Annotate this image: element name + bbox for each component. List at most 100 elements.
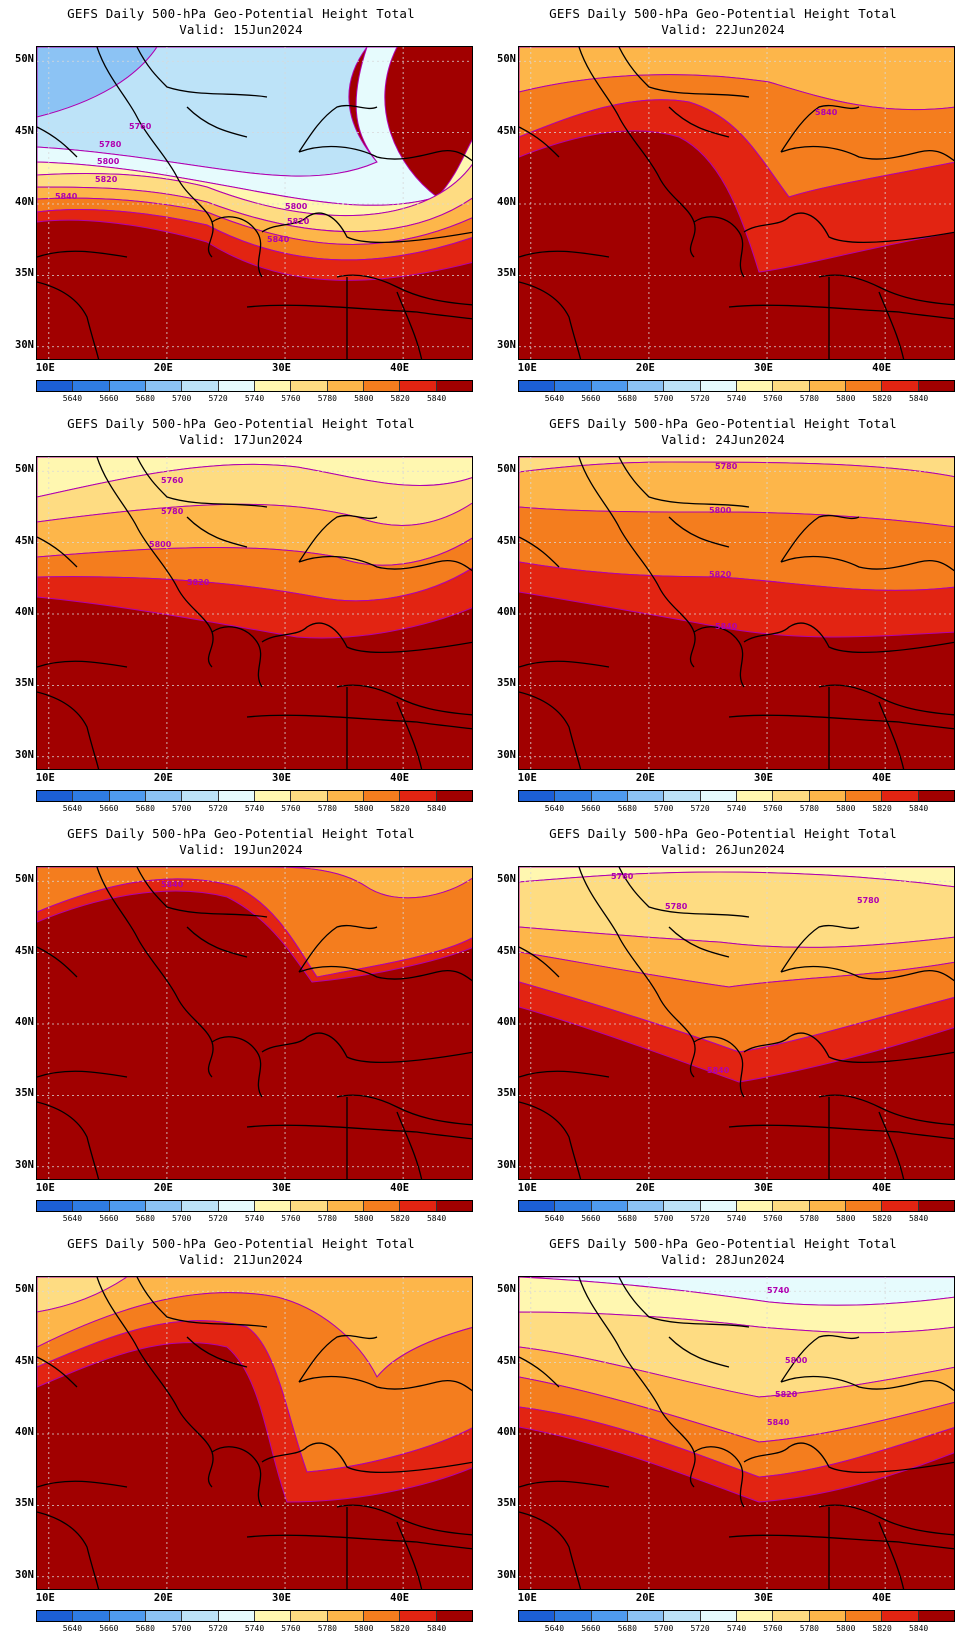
colorbar-label: 5700 [172, 804, 192, 813]
contour-label: 5800 [709, 506, 732, 515]
panel-valid-date: Valid: 15Jun2024 [179, 22, 303, 37]
panel-valid-date: Valid: 26Jun2024 [661, 842, 785, 857]
colorbar-label: 5760 [763, 1214, 783, 1223]
colorbar-swatch [363, 381, 401, 391]
colorbar-label: 5780 [799, 804, 819, 813]
coastline [519, 1356, 560, 1388]
colorbar-swatch [109, 1201, 146, 1211]
map-panel: GEFS Daily 500-hPa Geo-Potential Height … [482, 410, 964, 820]
coastline [728, 714, 954, 730]
coastline [211, 626, 263, 688]
colorbar-swatch [700, 381, 737, 391]
lat-tick-label: 40N [15, 1426, 34, 1438]
colorbar-label: 5700 [654, 1214, 674, 1223]
lon-tick-label: 40E [872, 1182, 892, 1194]
colorbar-swatch [218, 1201, 255, 1211]
map-area: 5840 [518, 46, 955, 360]
coastline [743, 212, 954, 244]
coastline [519, 126, 560, 158]
colorbar-label: 5840 [426, 1214, 447, 1223]
colorbar-swatch [519, 381, 556, 391]
colorbar-swatch [291, 1201, 328, 1211]
colorbar-label: 5760 [281, 394, 301, 403]
coastline [96, 1277, 214, 1488]
coastline [668, 516, 730, 548]
colorbar-label: 5740 [244, 1624, 265, 1633]
contour-label: 5780 [99, 140, 122, 149]
contour-label: 5780 [715, 462, 738, 471]
colorbar-label: 5680 [617, 804, 637, 813]
coastline [336, 1094, 472, 1126]
colorbar-swatch [182, 381, 219, 391]
lon-tick-label: 10E [35, 1592, 55, 1604]
lat-tick-label: 30N [15, 1568, 34, 1581]
coastline [519, 250, 610, 258]
contour-label: 5820 [95, 175, 118, 184]
lat-tick-label: 50N [497, 53, 516, 66]
colorbar [518, 1610, 955, 1622]
colorbar-swatch [436, 791, 472, 801]
coastline [211, 1446, 263, 1508]
panel-valid-date: Valid: 21Jun2024 [179, 1252, 303, 1267]
colorbar-swatch [591, 1201, 628, 1211]
colorbar-label: 5720 [690, 394, 710, 403]
coastline [618, 1277, 750, 1328]
colorbar-label: 5840 [426, 1624, 447, 1633]
colorbar-label: 5800 [836, 394, 856, 403]
coastline [519, 691, 582, 769]
colorbar-label: 5640 [544, 804, 565, 813]
colorbar-swatch [736, 381, 774, 391]
lat-tick-label: 40N [497, 196, 516, 208]
coastline [780, 104, 860, 153]
map-panel: GEFS Daily 500-hPa Geo-Potential Height … [482, 820, 964, 1230]
coastline [37, 691, 100, 769]
lat-tick-label: 30N [15, 1158, 34, 1171]
lon-tick-label: 20E [635, 1182, 655, 1194]
colorbar-swatch [400, 1201, 437, 1211]
coastline [96, 47, 214, 258]
colorbar-swatch [845, 791, 883, 801]
coastline [396, 291, 423, 359]
coastline [37, 1511, 100, 1589]
coastline [878, 701, 905, 769]
lon-tick-label: 10E [517, 1592, 537, 1604]
colorbar-swatch [809, 381, 846, 391]
colorbar-swatch [327, 791, 364, 801]
colorbar-swatch [882, 791, 919, 801]
colorbar-swatch [700, 791, 737, 801]
contour-label: 5800 [785, 1356, 808, 1365]
colorbar-label: 5700 [654, 1624, 674, 1633]
colorbar [36, 1610, 473, 1622]
coastline [618, 47, 750, 98]
coastline [96, 457, 214, 668]
contour-label: 5800 [285, 202, 308, 211]
coastline [780, 555, 954, 572]
map-area: 5760 5780 5780 5840 [518, 866, 955, 1180]
contour-label: 5800 [97, 157, 120, 166]
map-area: 5760 5780 5800 5820 [36, 456, 473, 770]
height-band [37, 567, 472, 639]
lat-tick-label: 30N [497, 1158, 516, 1171]
colorbar-swatch [591, 1611, 628, 1621]
contour-label: 5840 [267, 235, 290, 244]
colorbar-label: 5780 [317, 1624, 337, 1633]
colorbar-swatch [109, 1611, 146, 1621]
lon-tick-label: 40E [390, 362, 410, 374]
colorbar-swatch [291, 381, 328, 391]
coastline [336, 1504, 472, 1536]
colorbar-swatch [519, 1611, 556, 1621]
colorbar-label: 5700 [172, 1214, 192, 1223]
colorbar-swatch [145, 1201, 183, 1211]
colorbar-swatch [555, 1201, 592, 1211]
colorbar-swatch [145, 381, 183, 391]
colorbar-swatch [327, 1201, 364, 1211]
colorbar-swatch [37, 381, 74, 391]
coastline [668, 926, 730, 958]
coastline [37, 1356, 78, 1388]
coastline [728, 1534, 954, 1550]
colorbar-swatch [773, 381, 810, 391]
colorbar-label: 5780 [799, 1624, 819, 1633]
lat-tick-label: 35N [497, 1497, 516, 1510]
coastline [693, 1036, 745, 1098]
colorbar [518, 380, 955, 392]
